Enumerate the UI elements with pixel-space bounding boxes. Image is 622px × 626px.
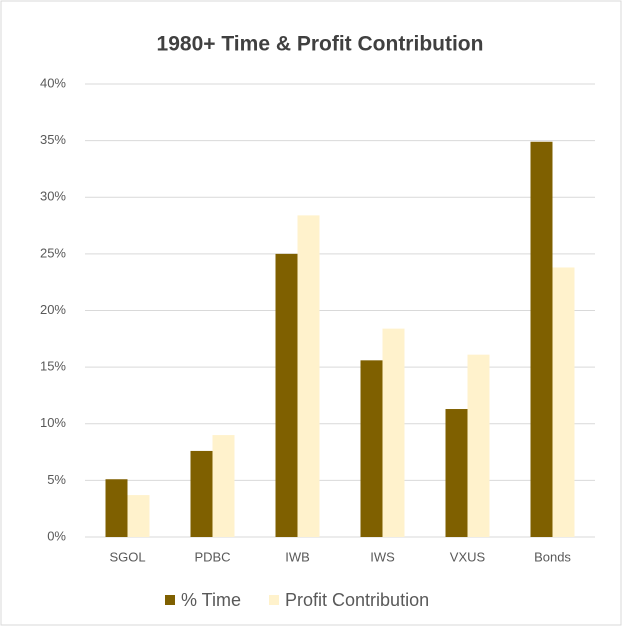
y-tick-label: 20% <box>40 302 66 317</box>
legend-swatch <box>165 595 175 605</box>
y-tick-label: 10% <box>40 415 66 430</box>
x-tick-label: SGOL <box>109 549 145 564</box>
legend-swatch <box>269 595 280 605</box>
legend-label: Profit Contribution <box>285 590 429 610</box>
bar <box>445 409 468 537</box>
x-tick-label: IWB <box>285 549 310 564</box>
y-tick-label: 40% <box>40 75 66 90</box>
bar <box>190 450 213 537</box>
bar <box>127 495 150 537</box>
x-tick-label: VXUS <box>450 549 486 564</box>
y-tick-label: 0% <box>47 528 66 543</box>
x-tick-label: IWS <box>370 549 395 564</box>
x-tick-label: PDBC <box>194 549 230 564</box>
legend-label: % Time <box>181 590 241 610</box>
bar <box>275 253 298 537</box>
bar <box>212 435 235 537</box>
bar <box>552 267 575 537</box>
y-tick-label: 30% <box>40 189 66 204</box>
y-tick-label: 15% <box>40 359 66 374</box>
bar <box>297 215 320 537</box>
y-tick-label: 5% <box>47 472 66 487</box>
x-tick-label: Bonds <box>534 549 571 564</box>
y-tick-label: 35% <box>40 132 66 147</box>
bar <box>382 328 405 537</box>
bar <box>105 479 128 537</box>
bar <box>530 141 553 537</box>
chart-title: 1980+ Time & Profit Contribution <box>157 33 484 56</box>
bar <box>467 354 490 537</box>
bar <box>360 360 383 537</box>
y-tick-label: 25% <box>40 245 66 260</box>
